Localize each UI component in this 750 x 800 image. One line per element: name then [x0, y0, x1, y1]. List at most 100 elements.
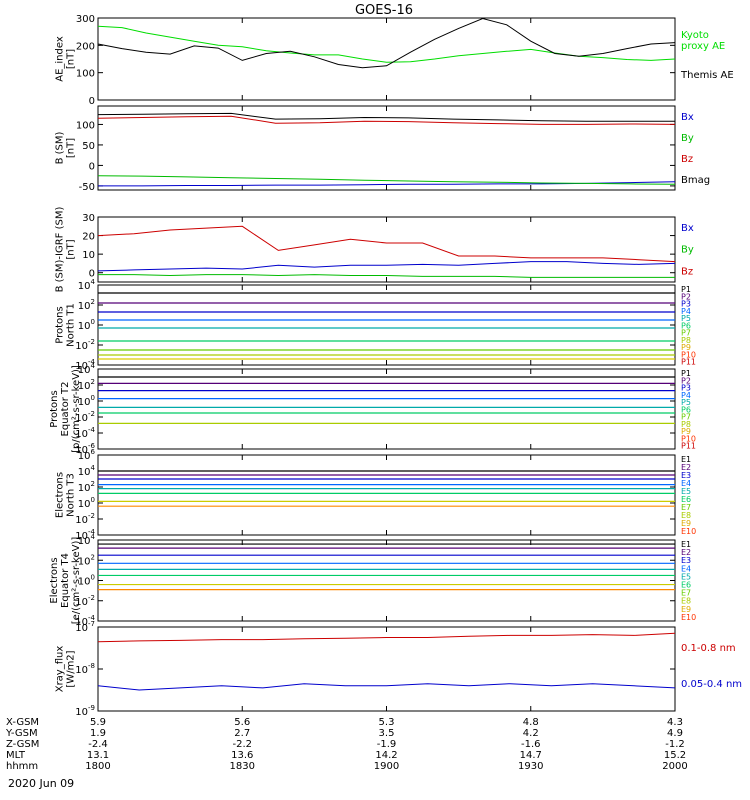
series-line-by	[97, 175, 676, 185]
footer-value: 2.7	[234, 728, 250, 739]
footer-row-label: MLT	[6, 750, 26, 761]
legend-entry: E7	[681, 589, 691, 598]
legend-entry: E1	[681, 540, 691, 549]
tick-label: 100	[76, 69, 95, 80]
legend-entry: E8	[681, 597, 691, 606]
panel-frame	[97, 284, 676, 366]
series-line-bz	[97, 225, 676, 263]
footer-value: 15.2	[664, 750, 686, 761]
legend-entry: P6	[681, 321, 691, 330]
plot-title: GOES-16	[355, 3, 413, 18]
footer-value: 4.9	[667, 728, 683, 739]
series-line-0-1-0-8-nm	[97, 632, 676, 643]
tick-label: 10-2	[75, 512, 95, 526]
chart-panel-1: 0 100 200 300 AE_index [nT] Themis AE Kyotoprox…	[55, 14, 734, 107]
tick-label: 0	[89, 161, 95, 172]
legend-entry: P10	[681, 350, 696, 359]
y-axis-label: AE_index	[55, 36, 66, 82]
y-axis-label: North T3	[66, 473, 77, 517]
series-line-themis-ae	[97, 17, 676, 69]
date-label: 2020 Jun 09	[8, 777, 74, 790]
legend-entry: proxy AE	[681, 41, 725, 52]
footer-value: -1.2	[665, 739, 685, 750]
legend-entry: E9	[681, 605, 691, 614]
footer-value: 5.6	[234, 717, 250, 728]
legend-entry: P3	[681, 300, 691, 309]
y-axis-label: Equator T4	[60, 553, 71, 608]
panel-frame	[97, 105, 676, 191]
legend-entry: P4	[681, 307, 691, 316]
legend-entry: E10	[681, 613, 696, 622]
tick-label: 100	[78, 574, 95, 588]
footer-value: 13.6	[231, 750, 253, 761]
panel-frame	[97, 368, 676, 450]
legend-entry: P11	[681, 442, 696, 451]
legend-entry: E2	[681, 548, 691, 557]
panel-frame	[97, 539, 676, 622]
tick-label: 300	[76, 14, 95, 25]
y-axis-label: North T1	[66, 303, 77, 347]
y-axis-label: B (SM)	[55, 131, 66, 164]
legend-entry: P9	[681, 427, 691, 436]
legend-entry: Themis AE	[680, 70, 734, 81]
series-line-bz	[97, 115, 676, 125]
series-line-by	[98, 274, 675, 278]
footer-value: 4.3	[667, 717, 683, 728]
tick-label: 102	[78, 378, 95, 392]
tick-label: 10-4	[75, 426, 95, 440]
chart-panel-2: -50 0 50 100 B (SM) [nT] Bmag Bz By Bx	[55, 105, 710, 193]
panel-frame	[97, 17, 676, 101]
legend-entry: P1	[681, 285, 691, 294]
legend-entry: Bmag	[681, 175, 710, 186]
footer-value: 4.8	[523, 717, 539, 728]
legend-entry: E2	[681, 463, 691, 472]
legend-entry: Bx	[681, 112, 694, 123]
tick-label: 106	[78, 448, 96, 462]
footer-value: 5.9	[90, 717, 106, 728]
legend-entry: P7	[681, 413, 691, 422]
y-axis-label: Electrons	[49, 557, 60, 603]
tick-label: 50	[82, 141, 95, 152]
legend-entry: E8	[681, 511, 691, 520]
legend-entry: P1	[681, 369, 691, 378]
footer-value: 3.5	[379, 728, 395, 739]
footer-row-label: hhmm	[6, 761, 38, 772]
legend-entry: E10	[681, 527, 696, 536]
tick-label: 10-6	[75, 442, 95, 456]
chart-panel-4: 10-4 10-2 100 102 104 Protons North T1 P1P2P3P4…	[55, 278, 697, 372]
y-axis-label: [nT]	[66, 239, 77, 259]
footer-value: -2.4	[88, 739, 108, 750]
tick-label: 102	[78, 480, 95, 494]
legend-entry: P11	[681, 358, 696, 367]
tick-label: -50	[79, 182, 95, 193]
series-line-bmag	[97, 112, 675, 122]
tick-label: 10-7	[75, 620, 95, 634]
legend-entry: E4	[681, 564, 691, 573]
legend-entry: Bz	[681, 154, 693, 165]
legend-entry: P3	[681, 384, 691, 393]
ephemeris-footer: X-GSM 5.9 5.6 5.3 4.8 4.3 Y-GSM 1.9 2.7 3.5 4.2 4.9…	[5, 717, 688, 772]
legend-entry: P8	[681, 336, 691, 345]
tick-label: 200	[76, 41, 95, 52]
tick-label: 104	[78, 362, 96, 376]
legend-entry: 0.05-0.4 nm	[681, 679, 742, 690]
legend-entry: E7	[681, 503, 691, 512]
legend-entry: P10	[681, 434, 696, 443]
footer-value: -1.9	[377, 739, 397, 750]
chart-panel-7: 10-4 10-2 100 102 104 Electrons Equator T4 [e/(…	[49, 533, 696, 628]
tick-label: 10-9	[75, 704, 95, 718]
legend-entry: E9	[681, 519, 691, 528]
footer-value: 4.2	[523, 728, 539, 739]
legend-entry: E5	[681, 572, 691, 581]
panel-frame	[97, 626, 676, 712]
legend-entry: P2	[681, 376, 691, 385]
legend-entry: By	[681, 133, 694, 144]
chart-panel-8: 10-9 10-8 10-7 Xray_flux [W/m2] 0.05-0.4 nm 0.…	[55, 620, 743, 718]
legend-entry: By	[681, 245, 694, 256]
panel-frame	[97, 454, 676, 536]
footer-value: 1930	[518, 761, 543, 772]
legend-entry: E3	[681, 471, 691, 480]
legend-entry: Bz	[681, 266, 693, 277]
